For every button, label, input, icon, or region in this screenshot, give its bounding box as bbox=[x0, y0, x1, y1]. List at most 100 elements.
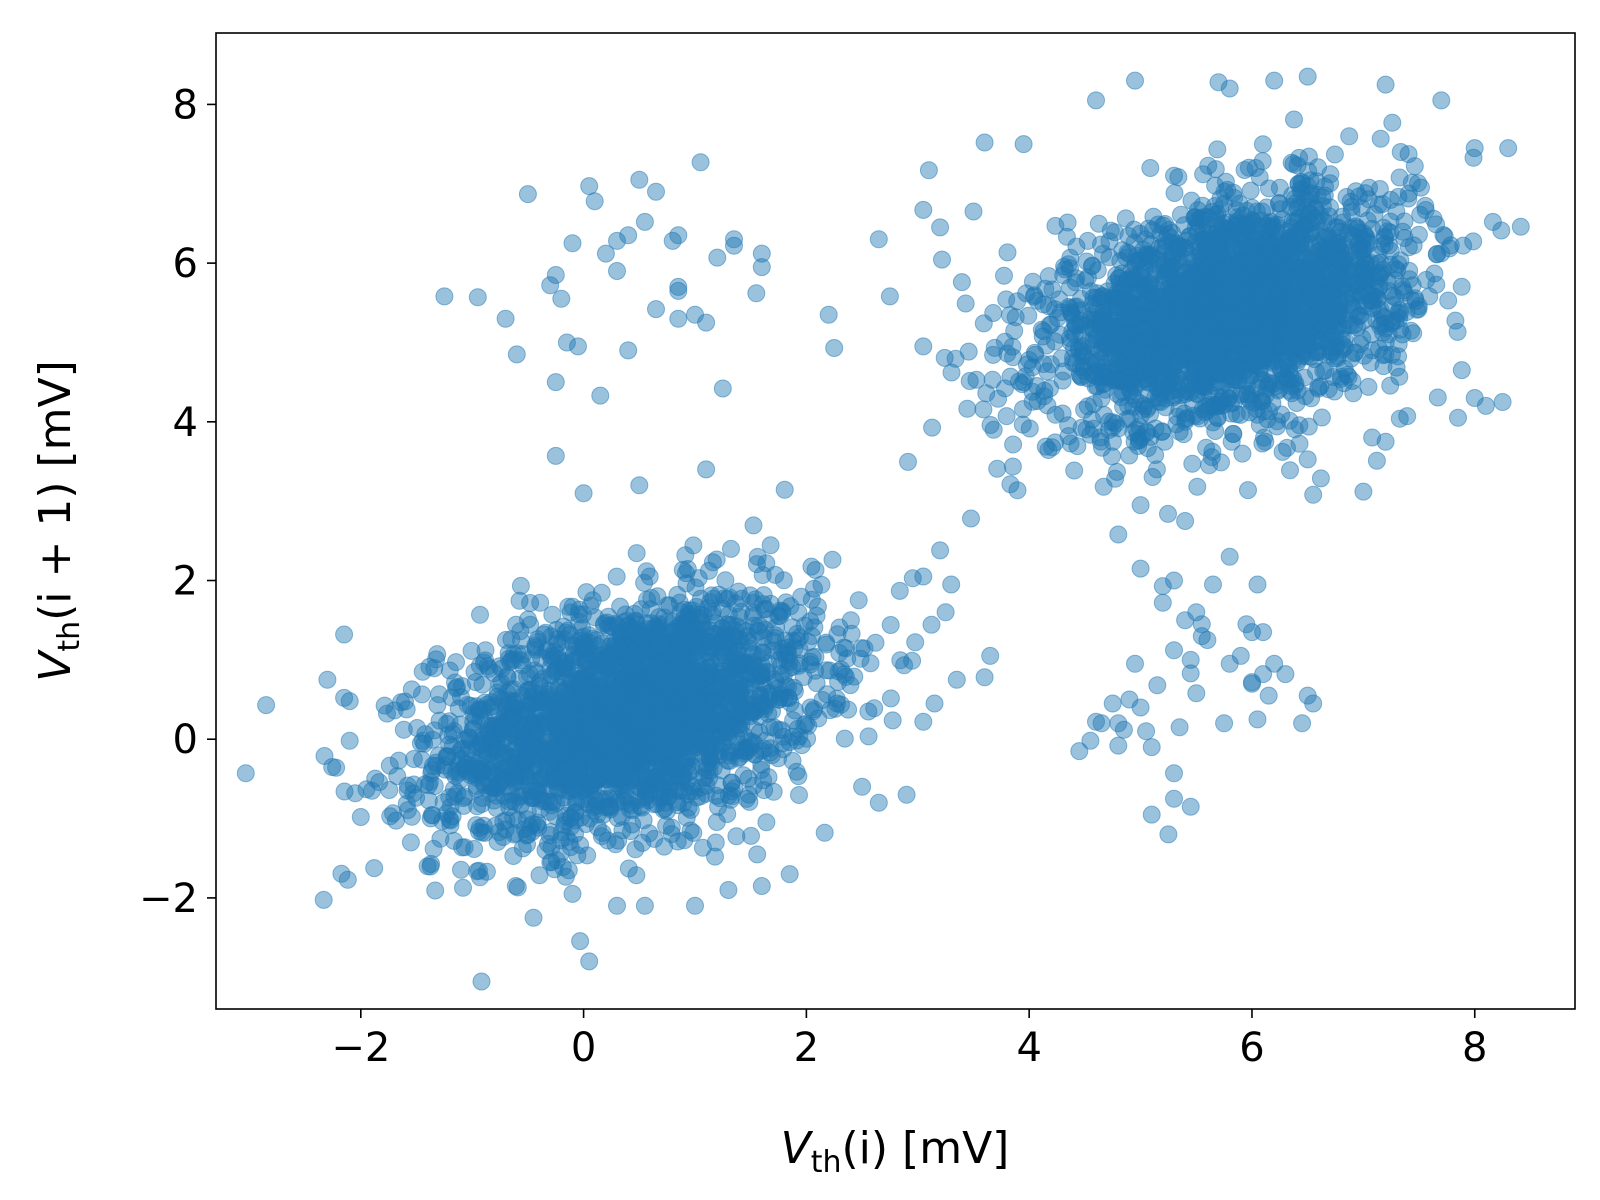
data-point bbox=[1383, 113, 1402, 132]
data-point bbox=[577, 583, 596, 602]
data-point bbox=[935, 348, 954, 367]
data-point bbox=[1212, 453, 1230, 472]
data-point bbox=[397, 700, 416, 719]
data-point bbox=[1345, 344, 1364, 363]
data-point bbox=[511, 622, 530, 641]
data-point bbox=[808, 597, 827, 616]
data-point bbox=[974, 400, 993, 419]
data-point bbox=[1428, 388, 1447, 407]
data-point bbox=[835, 729, 854, 748]
data-point bbox=[747, 555, 766, 574]
data-point bbox=[1483, 212, 1502, 231]
data-point bbox=[607, 567, 626, 586]
data-point bbox=[748, 845, 767, 864]
data-point bbox=[1028, 377, 1046, 395]
data-point bbox=[1373, 195, 1392, 214]
data-point bbox=[631, 627, 649, 646]
data-point bbox=[1511, 217, 1530, 236]
data-point bbox=[407, 788, 426, 807]
data-point bbox=[384, 804, 403, 823]
data-point bbox=[1371, 129, 1390, 148]
data-point bbox=[959, 342, 978, 361]
data-point bbox=[764, 782, 783, 801]
data-point bbox=[1076, 271, 1095, 290]
data-point bbox=[835, 665, 854, 684]
data-point bbox=[830, 618, 849, 637]
data-point bbox=[775, 480, 794, 499]
data-point bbox=[933, 250, 951, 269]
data-point bbox=[600, 706, 619, 725]
data-point bbox=[508, 810, 527, 829]
data-point bbox=[714, 734, 733, 753]
data-point bbox=[766, 565, 785, 584]
data-point bbox=[691, 605, 710, 624]
data-point bbox=[1108, 462, 1126, 481]
data-point bbox=[380, 781, 399, 799]
data-point bbox=[684, 823, 703, 842]
data-point bbox=[636, 786, 655, 805]
data-point bbox=[706, 712, 725, 731]
data-point bbox=[1065, 461, 1084, 480]
data-point bbox=[1004, 435, 1023, 454]
data-point bbox=[441, 797, 460, 816]
data-point bbox=[426, 881, 445, 900]
data-point bbox=[769, 607, 788, 625]
data-point bbox=[1183, 454, 1202, 473]
data-point bbox=[626, 840, 645, 859]
data-point bbox=[522, 788, 541, 807]
data-point bbox=[665, 670, 684, 689]
data-point bbox=[899, 452, 917, 471]
data-point bbox=[761, 536, 780, 555]
data-point bbox=[1302, 389, 1321, 408]
data-point bbox=[640, 824, 659, 843]
data-point bbox=[775, 645, 794, 664]
data-point bbox=[984, 420, 1003, 439]
data-point bbox=[585, 798, 603, 816]
data-point bbox=[663, 768, 682, 787]
data-point bbox=[823, 550, 842, 569]
data-point bbox=[471, 605, 489, 624]
data-point bbox=[454, 878, 472, 897]
data-point bbox=[883, 711, 902, 730]
data-point bbox=[686, 578, 705, 597]
data-point bbox=[1399, 145, 1418, 164]
data-point bbox=[1367, 451, 1386, 470]
data-point bbox=[1253, 135, 1272, 154]
data-point bbox=[1239, 389, 1258, 408]
data-point bbox=[1208, 140, 1227, 159]
data-point bbox=[789, 767, 808, 786]
data-point bbox=[801, 652, 820, 671]
data-point bbox=[1375, 227, 1394, 246]
data-point bbox=[1340, 127, 1359, 146]
data-point bbox=[727, 827, 746, 846]
data-point bbox=[462, 641, 481, 660]
data-point bbox=[631, 745, 650, 764]
data-point bbox=[668, 832, 687, 851]
data-point bbox=[678, 785, 697, 804]
data-point bbox=[413, 662, 432, 681]
data-point bbox=[739, 769, 758, 788]
data-point bbox=[439, 726, 458, 745]
data-point bbox=[759, 704, 778, 723]
data-point bbox=[1398, 407, 1417, 426]
data-point bbox=[530, 866, 549, 885]
data-point bbox=[571, 932, 590, 951]
data-point bbox=[809, 709, 828, 728]
data-point bbox=[1233, 444, 1252, 463]
data-point bbox=[511, 576, 530, 595]
data-point bbox=[1263, 394, 1282, 413]
data-point bbox=[818, 685, 836, 704]
data-point bbox=[952, 273, 971, 292]
data-point bbox=[1353, 242, 1372, 261]
data-point bbox=[485, 791, 503, 810]
data-point bbox=[1288, 156, 1307, 175]
data-point bbox=[707, 550, 726, 569]
data-point bbox=[1268, 417, 1286, 436]
data-point bbox=[440, 661, 459, 680]
data-point bbox=[727, 655, 746, 674]
data-point bbox=[1088, 377, 1107, 396]
data-point bbox=[568, 792, 587, 811]
data-point bbox=[503, 792, 522, 810]
data-point bbox=[545, 763, 564, 782]
